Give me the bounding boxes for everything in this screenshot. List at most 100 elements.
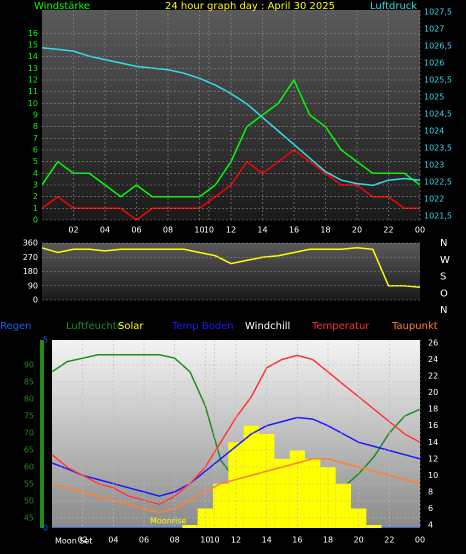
y2-tick-label: 1025,5 xyxy=(424,76,452,85)
y-tick-label: 16 xyxy=(28,29,38,38)
y2-tick-label: 1026 xyxy=(424,59,444,68)
y2-tick-label: 6 xyxy=(428,504,433,513)
x-tick-label: 12 xyxy=(226,226,236,235)
x-tick-label: 08 xyxy=(170,536,180,545)
y-tick-label: 9 xyxy=(33,111,38,120)
y-tick-label: 60 xyxy=(24,462,34,471)
x-tick-label: 00 xyxy=(415,226,425,235)
y2-tick-label: 12 xyxy=(428,454,438,463)
x-tick-label: 10 xyxy=(204,226,214,235)
y3-tick-label: 5 xyxy=(43,336,48,345)
y2-tick-label: 4 xyxy=(428,521,433,530)
series-line xyxy=(42,247,420,289)
y-tick-label: 360 xyxy=(23,239,38,248)
y-tick-label: 45 xyxy=(24,514,34,523)
x-tick-label: 00 xyxy=(415,536,425,545)
bar xyxy=(121,528,136,554)
y-tick-label: 2 xyxy=(33,192,38,201)
legend-entry: Temperatur xyxy=(311,321,370,332)
x-tick-label: 10 xyxy=(200,536,210,545)
annotation: Moonrise xyxy=(150,517,186,526)
y2-tick-label: 20 xyxy=(428,388,438,397)
y-tick-label: 6 xyxy=(33,146,38,155)
x-tick-label: 22 xyxy=(383,226,393,235)
y-tick-label: 85 xyxy=(24,377,34,386)
y3-tick-label: 0 xyxy=(43,524,48,533)
bar xyxy=(366,525,382,528)
y-tick-label: 75 xyxy=(24,411,34,420)
x-tick-label: 14 xyxy=(257,226,267,235)
legend-entry: Regen xyxy=(0,321,32,332)
y2-tick-label: 1027,5 xyxy=(424,8,452,17)
y-tick-label: 270 xyxy=(23,253,38,262)
x-tick-label: 20 xyxy=(352,226,362,235)
annotation: Moon Set xyxy=(55,537,92,546)
x-tick-label: 10 xyxy=(209,536,219,545)
right-axis-label: Luftdruck xyxy=(370,1,417,12)
bar xyxy=(152,528,167,554)
y-tick-label: 8 xyxy=(33,122,38,131)
y-tick-label: 1 xyxy=(33,204,38,213)
y2-tick-label: 1024,5 xyxy=(424,109,452,118)
y2-tick-label: 24 xyxy=(428,355,438,364)
y-tick-label: 7 xyxy=(33,134,38,143)
y-tick-label: 0 xyxy=(33,296,38,305)
y-tick-label: 180 xyxy=(23,267,38,276)
x-tick-label: 06 xyxy=(139,536,149,545)
x-tick-label: 18 xyxy=(323,536,333,545)
y-tick-label: 3 xyxy=(33,181,38,190)
legend-entry: Solar xyxy=(118,321,144,332)
legend-entry: Temp Boden xyxy=(171,321,234,332)
x-tick-label: 12 xyxy=(231,536,241,545)
y-tick-label: 13 xyxy=(28,64,38,73)
y2-tick-label: W xyxy=(440,255,450,266)
legend-entry: Luftfeuchte xyxy=(66,321,123,332)
y2-tick-label: 1021,5 xyxy=(424,211,452,220)
y-tick-label: 90 xyxy=(28,281,38,290)
y-tick-label: 50 xyxy=(24,497,34,506)
x-tick-label: 02 xyxy=(68,226,78,235)
y2-tick-label: 8 xyxy=(428,487,433,496)
bar xyxy=(90,528,105,554)
y-tick-label: 11 xyxy=(28,87,38,96)
legend-entry: Windchill xyxy=(245,321,290,332)
bar xyxy=(182,525,198,528)
y-tick-label: 90 xyxy=(24,360,34,369)
x-tick-label: 16 xyxy=(292,536,302,545)
y2-tick-label: 16 xyxy=(428,421,438,430)
left-axis-label: Windstärke xyxy=(34,1,90,12)
y2-tick-label: 1022,5 xyxy=(424,177,452,186)
y2-tick-label: 1026,5 xyxy=(424,42,452,51)
x-tick-label: 16 xyxy=(289,226,299,235)
y2-tick-label: 1022 xyxy=(424,194,444,203)
y2-tick-label: 1023,5 xyxy=(424,143,452,152)
y2-tick-label: 14 xyxy=(428,438,438,447)
x-tick-label: 02 xyxy=(78,536,88,545)
axis-bar xyxy=(40,340,44,528)
y2-tick-label: 1027 xyxy=(424,25,444,34)
y-tick-label: 55 xyxy=(24,480,34,489)
y2-tick-label: 22 xyxy=(428,372,438,381)
legend-entry: Taupunkt xyxy=(391,321,438,332)
y-tick-label: 10 xyxy=(28,99,38,108)
y2-tick-label: O xyxy=(440,288,448,299)
bar xyxy=(305,458,321,528)
y2-tick-label: 18 xyxy=(428,405,438,414)
x-tick-label: 06 xyxy=(131,226,141,235)
x-tick-label: 22 xyxy=(384,536,394,545)
y-tick-label: 4 xyxy=(33,169,38,178)
y2-tick-label: 1024 xyxy=(424,126,444,135)
bar xyxy=(335,483,351,528)
y2-tick-label: 26 xyxy=(428,338,438,347)
y-tick-label: 80 xyxy=(24,394,34,403)
y2-tick-label: 10 xyxy=(428,471,438,480)
y-tick-label: 14 xyxy=(28,52,38,61)
chart-title: 24 hour graph day : April 30 2025 xyxy=(165,1,335,12)
y-tick-label: 0 xyxy=(33,216,38,225)
y2-tick-label: N xyxy=(440,238,447,249)
bar xyxy=(397,528,412,554)
y-tick-label: 12 xyxy=(28,76,38,85)
x-tick-label: 20 xyxy=(354,536,364,545)
bar xyxy=(213,483,229,528)
